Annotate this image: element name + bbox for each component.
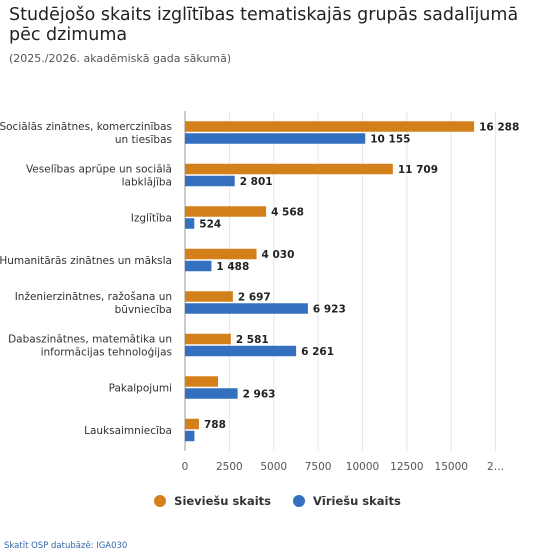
value-label-male: 6 261 bbox=[301, 346, 334, 358]
category-label: Lauksaimniecība bbox=[84, 425, 172, 437]
value-label-male: 2 963 bbox=[243, 388, 276, 400]
value-label-male: 6 923 bbox=[313, 303, 346, 315]
value-label-female: 16 288 bbox=[479, 121, 519, 133]
bar-female bbox=[185, 248, 257, 260]
category-label: Humanitārās zinātnes un māksla bbox=[0, 255, 172, 267]
bar-female bbox=[185, 376, 219, 387]
legend-item-male[interactable]: Vīriešu skaits bbox=[293, 494, 401, 508]
chart-subtitle: (2025./2026. akadēmiskā gada sākumā) bbox=[9, 52, 232, 65]
bar-male bbox=[185, 260, 212, 272]
value-label-female: 2 697 bbox=[238, 291, 271, 303]
category-label: Izglītība bbox=[131, 212, 172, 224]
category-label: Pakalpojumi bbox=[109, 382, 172, 394]
bar-female bbox=[185, 291, 233, 302]
value-label-male: 1 488 bbox=[216, 261, 249, 273]
x-tick-label: 2… bbox=[487, 461, 504, 473]
value-label-female: 4 568 bbox=[271, 206, 304, 218]
category-label: Sociālās zinātnes, komerczinības un tiesī… bbox=[0, 121, 172, 146]
category-label: Inženierzinātnes, ražošana un būvniecība bbox=[15, 291, 172, 316]
x-tick-label: 12500 bbox=[390, 461, 423, 473]
bar-female bbox=[185, 206, 267, 217]
value-label-female: 4 030 bbox=[262, 249, 295, 261]
bar-female bbox=[185, 163, 393, 175]
value-label-male: 10 155 bbox=[370, 133, 410, 145]
value-label-male: 524 bbox=[199, 218, 221, 230]
x-tick-label: 0 bbox=[182, 461, 189, 473]
category-label: Dabaszinātnes, matemātika un informācijas… bbox=[8, 333, 172, 358]
bar-male bbox=[185, 430, 195, 442]
chart-title: Studējošo skaits izglītības tematiskajās… bbox=[9, 5, 519, 45]
legend-item-female[interactable]: Sieviešu skaits bbox=[154, 494, 271, 508]
x-tick-label: 7500 bbox=[305, 461, 332, 473]
bar-male bbox=[185, 175, 235, 187]
legend-marker-female bbox=[154, 495, 167, 507]
category-label: Veselības aprūpe un sociālā labklājība bbox=[26, 163, 172, 188]
x-tick-label: 10000 bbox=[346, 461, 379, 473]
bar-female bbox=[185, 121, 475, 132]
value-label-male: 2 801 bbox=[240, 176, 273, 188]
bar-male bbox=[185, 133, 366, 144]
value-label-female: 11 709 bbox=[398, 164, 438, 176]
value-label-female: 2 581 bbox=[236, 334, 269, 346]
source-link[interactable]: Skatīt OSP datubāzē: IGA030 bbox=[4, 541, 128, 551]
legend-marker-male bbox=[293, 495, 305, 507]
value-label-female: 788 bbox=[204, 419, 226, 431]
x-tick-label: 15000 bbox=[435, 461, 468, 473]
bar-male bbox=[185, 303, 308, 314]
bar-male bbox=[185, 345, 297, 357]
bar-female bbox=[185, 418, 199, 430]
x-tick-label: 2500 bbox=[216, 461, 243, 473]
legend: Sieviešu skaits Vīriešu skaits bbox=[0, 494, 555, 508]
x-tick-label: 5000 bbox=[260, 461, 287, 473]
bar-female bbox=[185, 333, 231, 345]
bar-male bbox=[185, 388, 238, 399]
legend-label-male: Vīriešu skaits bbox=[313, 494, 401, 508]
bar-male bbox=[185, 218, 195, 229]
legend-label-female: Sieviešu skaits bbox=[174, 494, 271, 508]
